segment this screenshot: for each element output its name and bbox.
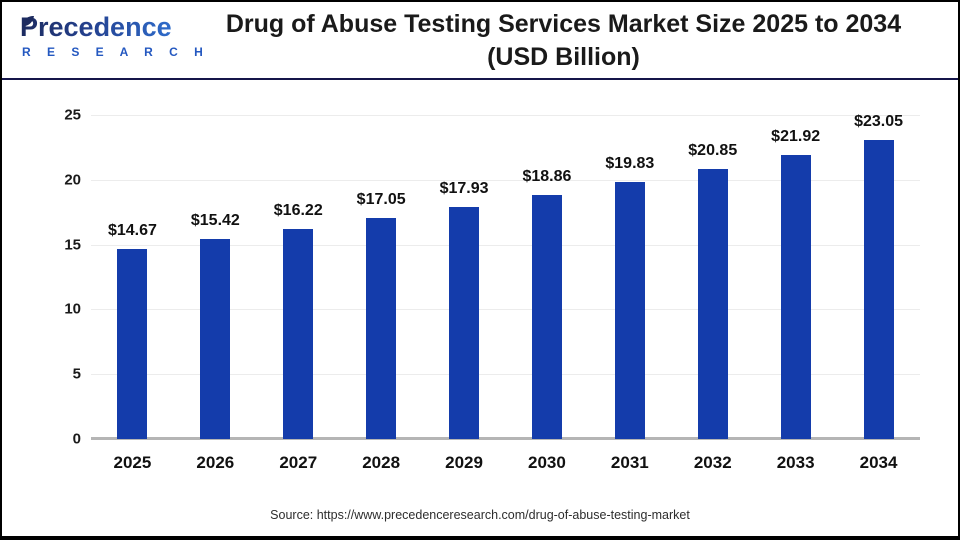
bar-2025: [117, 248, 148, 439]
chart-title-line2: (USD Billion): [487, 42, 640, 71]
gridline-25: [91, 115, 920, 116]
y-tick-label-15: 15: [64, 236, 81, 254]
bar-value-2025: $14.67: [107, 221, 157, 239]
bar-value-2034: $23.05: [854, 113, 904, 131]
y-tick-label-10: 10: [64, 300, 81, 318]
chart-title-line1: Drug of Abuse Testing Services Market Si…: [225, 10, 902, 38]
gridline-15: [91, 244, 920, 246]
header: Precedence R E S E A R C H Drug of Abuse…: [2, 2, 958, 80]
bar-value-2029: $17.93: [439, 179, 489, 197]
bar-value-2027: $16.22: [273, 201, 323, 219]
x-tick-label-2030: 2030: [528, 453, 566, 472]
bar-value-2032: $20.85: [688, 141, 738, 159]
bar-2030: [531, 194, 562, 439]
gridline-10: [91, 309, 920, 311]
chart-title: Drug of Abuse Testing Services Market Si…: [177, 8, 950, 73]
bar-value-2030: $18.86: [522, 167, 572, 185]
bar-2028: [366, 218, 397, 439]
x-tick-label-2031: 2031: [610, 453, 649, 472]
x-tick-label-2025: 2025: [113, 453, 152, 472]
gridline-20: [91, 179, 920, 181]
x-tick-label-2032: 2032: [693, 453, 732, 472]
y-tick-label-25: 25: [64, 106, 81, 124]
x-tick-label-2033: 2033: [776, 453, 815, 472]
logo-subtitle: R E S E A R C H: [22, 45, 210, 59]
bar-2034: [863, 140, 894, 439]
bar-value-2031: $19.83: [605, 155, 655, 173]
bar-value-2028: $17.05: [356, 191, 406, 209]
y-tick-label-0: 0: [72, 430, 81, 448]
source-text: Source: https://www.precedenceresearch.c…: [270, 508, 690, 522]
x-tick-label-2029: 2029: [445, 453, 483, 472]
x-tick-label-2034: 2034: [859, 453, 898, 472]
bar-value-2026: $15.42: [190, 212, 240, 230]
plot-area: 0 5 10 15 20 25 $14.67 2025 $15.42 2026 $16.22 2027…: [64, 107, 920, 472]
bar-2032: [697, 168, 728, 439]
bar-2031: [614, 182, 645, 439]
x-tick-label-2026: 2026: [196, 453, 235, 472]
bar-2026: [200, 239, 231, 439]
logo-wordmark: Precedence: [18, 12, 178, 43]
gridline-5: [91, 374, 920, 376]
y-tick-label-20: 20: [64, 171, 81, 189]
x-tick-label-2028: 2028: [362, 453, 401, 472]
bar-2029: [449, 206, 480, 439]
leaf-icon: [22, 16, 34, 27]
x-tick-label-2027: 2027: [279, 453, 318, 472]
y-tick-label-5: 5: [72, 365, 81, 383]
precedence-logo: Precedence R E S E A R C H: [18, 12, 210, 59]
bar-value-2033: $21.92: [771, 127, 821, 145]
bar-chart: 0 5 10 15 20 25 $14.67 2025 $15.42 2026 $16.22 2027…: [2, 82, 958, 536]
bar-2027: [283, 228, 314, 439]
bar-2033: [780, 154, 811, 439]
x-axis-line: [91, 437, 920, 440]
